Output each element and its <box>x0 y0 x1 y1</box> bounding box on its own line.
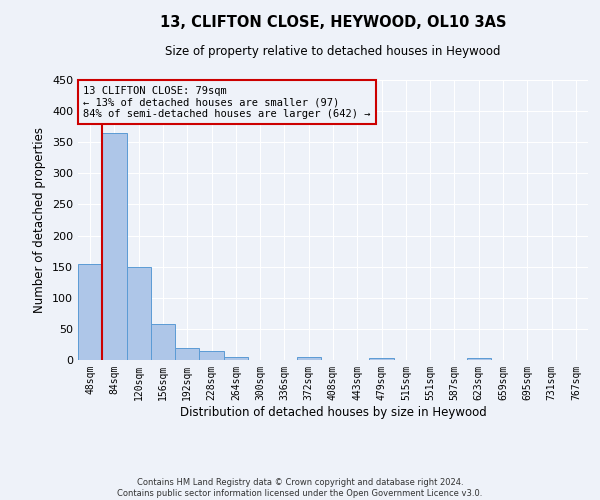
X-axis label: Distribution of detached houses by size in Heywood: Distribution of detached houses by size … <box>179 406 487 418</box>
Bar <box>151 324 175 360</box>
Y-axis label: Number of detached properties: Number of detached properties <box>34 127 46 313</box>
Text: 13, CLIFTON CLOSE, HEYWOOD, OL10 3AS: 13, CLIFTON CLOSE, HEYWOOD, OL10 3AS <box>160 15 506 30</box>
Bar <box>127 266 151 360</box>
Text: Contains HM Land Registry data © Crown copyright and database right 2024.
Contai: Contains HM Land Registry data © Crown c… <box>118 478 482 498</box>
Bar <box>467 358 491 360</box>
Bar <box>175 348 199 360</box>
Bar <box>296 357 321 360</box>
Bar <box>224 357 248 360</box>
Bar <box>370 358 394 360</box>
Bar <box>199 352 224 360</box>
Bar <box>102 133 127 360</box>
Bar <box>78 264 102 360</box>
Text: Size of property relative to detached houses in Heywood: Size of property relative to detached ho… <box>165 45 501 58</box>
Text: 13 CLIFTON CLOSE: 79sqm
← 13% of detached houses are smaller (97)
84% of semi-de: 13 CLIFTON CLOSE: 79sqm ← 13% of detache… <box>83 86 371 119</box>
